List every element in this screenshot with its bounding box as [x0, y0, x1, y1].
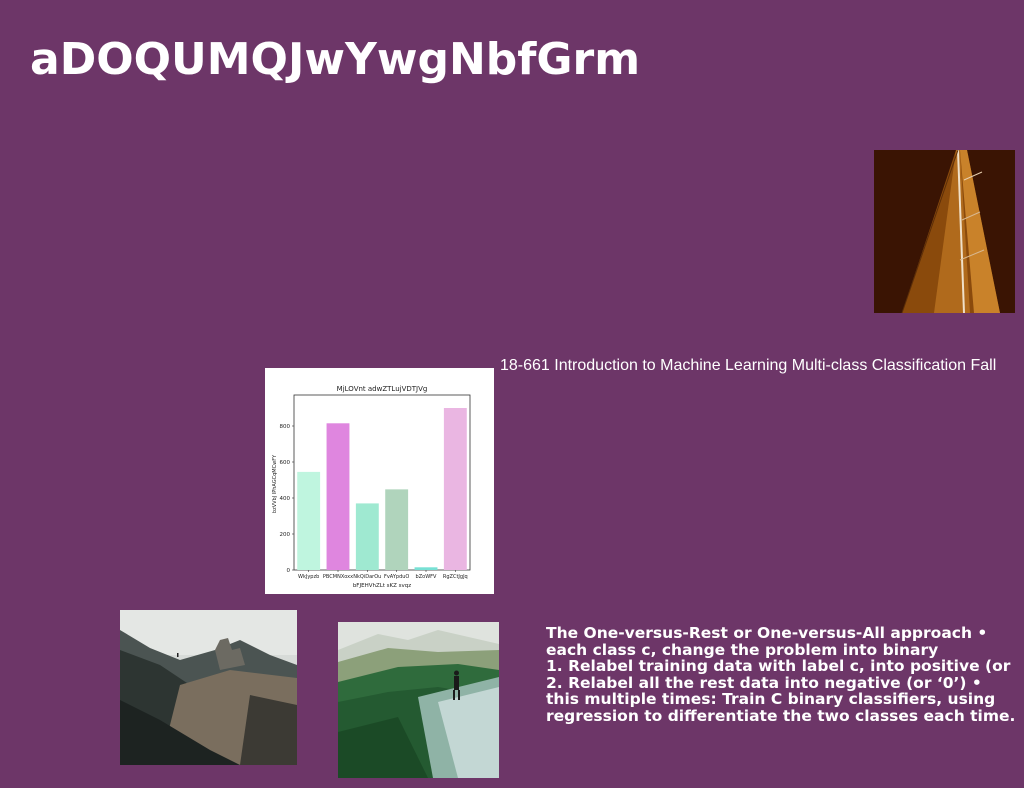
chart-x-axis-label: bFJEHVhZLt sKZ svqz [353, 583, 411, 589]
chart-title: MjLOVnt adwZTLujVDTJVg [337, 385, 428, 393]
chart-y-axis-label: bzVVbJ IPhAGCqMCwFY [272, 454, 278, 513]
body-line: each class c, change the problem into bi… [546, 640, 939, 659]
chart-bar-WkJypzb [297, 471, 321, 570]
chart-plot-frame [293, 394, 471, 571]
chart-y-tick-label: 600 [280, 460, 291, 466]
body-text: The One-versus-Rest or One-versus-All ap… [546, 625, 1024, 724]
course-line: 18-661 Introduction to Machine Learning … [500, 357, 997, 374]
chart-x-tick-label: PBCMNXoxx [323, 574, 353, 580]
body-line: regression to differentiate the two clas… [546, 706, 1016, 725]
chart-y-tick-label: 400 [280, 496, 291, 502]
chart-bar-bZoWFV [414, 567, 438, 570]
mountain-hiker-photo [338, 622, 499, 778]
slide-title: aDOQUMQJwYwgNbfGrm [30, 34, 641, 85]
chart-x-tick-label: RgZCtJgJq [443, 574, 468, 580]
chart-x-tick-label: NkQiDarOu [353, 574, 381, 580]
chart-y-tick-label: 800 [280, 424, 291, 430]
bar-chart-svg: MjLOVnt adwZTLujVDTJVg bFJEHVhZLt sKZ sv… [272, 385, 471, 589]
chart-x-tick-label: bZoWFV [416, 574, 437, 580]
chart-bar-NkQiDarOu [355, 503, 379, 570]
body-line: this multiple times: Train C binary clas… [546, 690, 996, 708]
body-line: 2. Relabel all the rest data into negati… [546, 673, 982, 692]
rocky-ridge-photo [120, 610, 297, 765]
chart-y-tick-label: 0 [287, 568, 291, 574]
bridge-photo [874, 150, 1015, 313]
bar-chart: MjLOVnt adwZTLujVDTJVg bFJEHVhZLt sKZ sv… [265, 368, 494, 594]
chart-x-tick-label: WkJypzb [298, 574, 319, 580]
chart-bar-RgZCtJgJq [443, 408, 467, 570]
chart-x-tick-label: FvAYpduO [384, 574, 409, 580]
body-line: The One-versus-Rest or One-versus-All ap… [546, 624, 988, 642]
chart-y-tick-label: 200 [280, 532, 291, 538]
body-line: 1. Relabel training data with label c, i… [546, 657, 1011, 675]
chart-bar-PBCMNXoxx [326, 423, 350, 570]
chart-bar-FvAYpduO [385, 489, 409, 570]
